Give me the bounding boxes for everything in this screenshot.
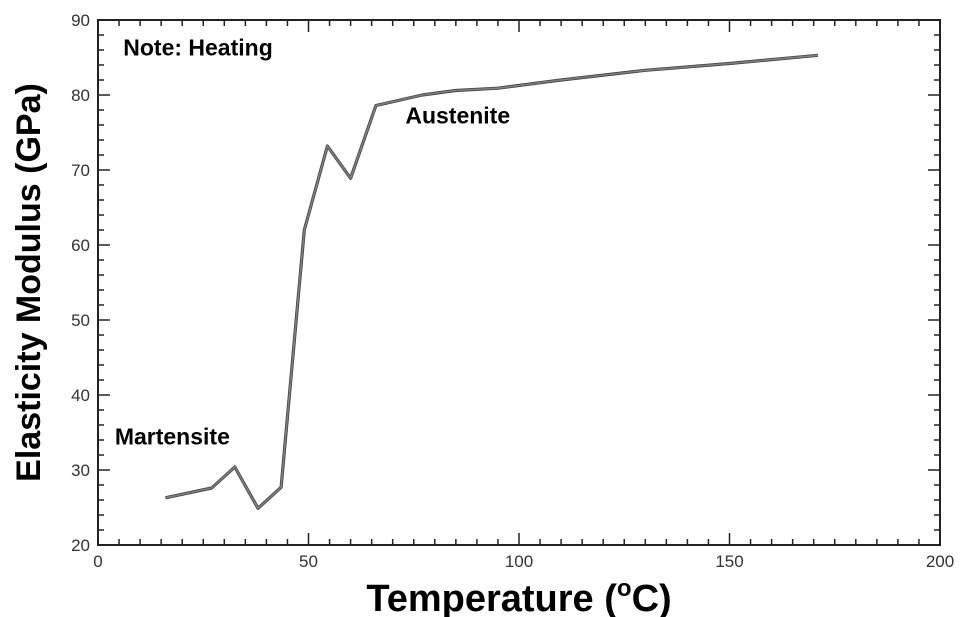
y-tick-label: 80 <box>71 86 90 105</box>
y-tick-label: 60 <box>71 236 90 255</box>
y-axis-title: Elasticity Modulus (GPa) <box>10 83 48 482</box>
series-group <box>165 53 819 510</box>
x-tick-label: 0 <box>93 552 102 571</box>
y-tick-label: 20 <box>71 536 90 555</box>
x-axis-title: Temperature (oC) <box>366 575 671 617</box>
chart-annotation: Austenite <box>405 103 510 129</box>
x-axis-title-superscript: o <box>617 575 632 602</box>
y-tick-label: 30 <box>71 461 90 480</box>
tick-labels: 0 50 100 150 200 20 30 40 50 60 70 80 90 <box>71 11 954 571</box>
series-line <box>165 54 818 510</box>
x-tick-label: 100 <box>505 552 533 571</box>
y-tick-label: 70 <box>71 161 90 180</box>
y-tick-label: 40 <box>71 386 90 405</box>
annotations: Note: Heating Martensite Austenite <box>115 34 510 449</box>
x-tick-label: 50 <box>299 552 318 571</box>
x-axis-title-main: Temperature ( <box>366 578 617 617</box>
y-tick-label: 90 <box>71 11 90 30</box>
x-tick-label: 150 <box>715 552 743 571</box>
x-axis-title-suffix: C) <box>632 578 672 617</box>
chart-annotation: Martensite <box>115 424 230 450</box>
plot-frame <box>97 19 941 546</box>
chart-annotation: Note: Heating <box>123 34 273 60</box>
axis-ticks <box>97 19 941 546</box>
x-tick-label: 200 <box>926 552 954 571</box>
y-tick-label: 50 <box>71 311 90 330</box>
